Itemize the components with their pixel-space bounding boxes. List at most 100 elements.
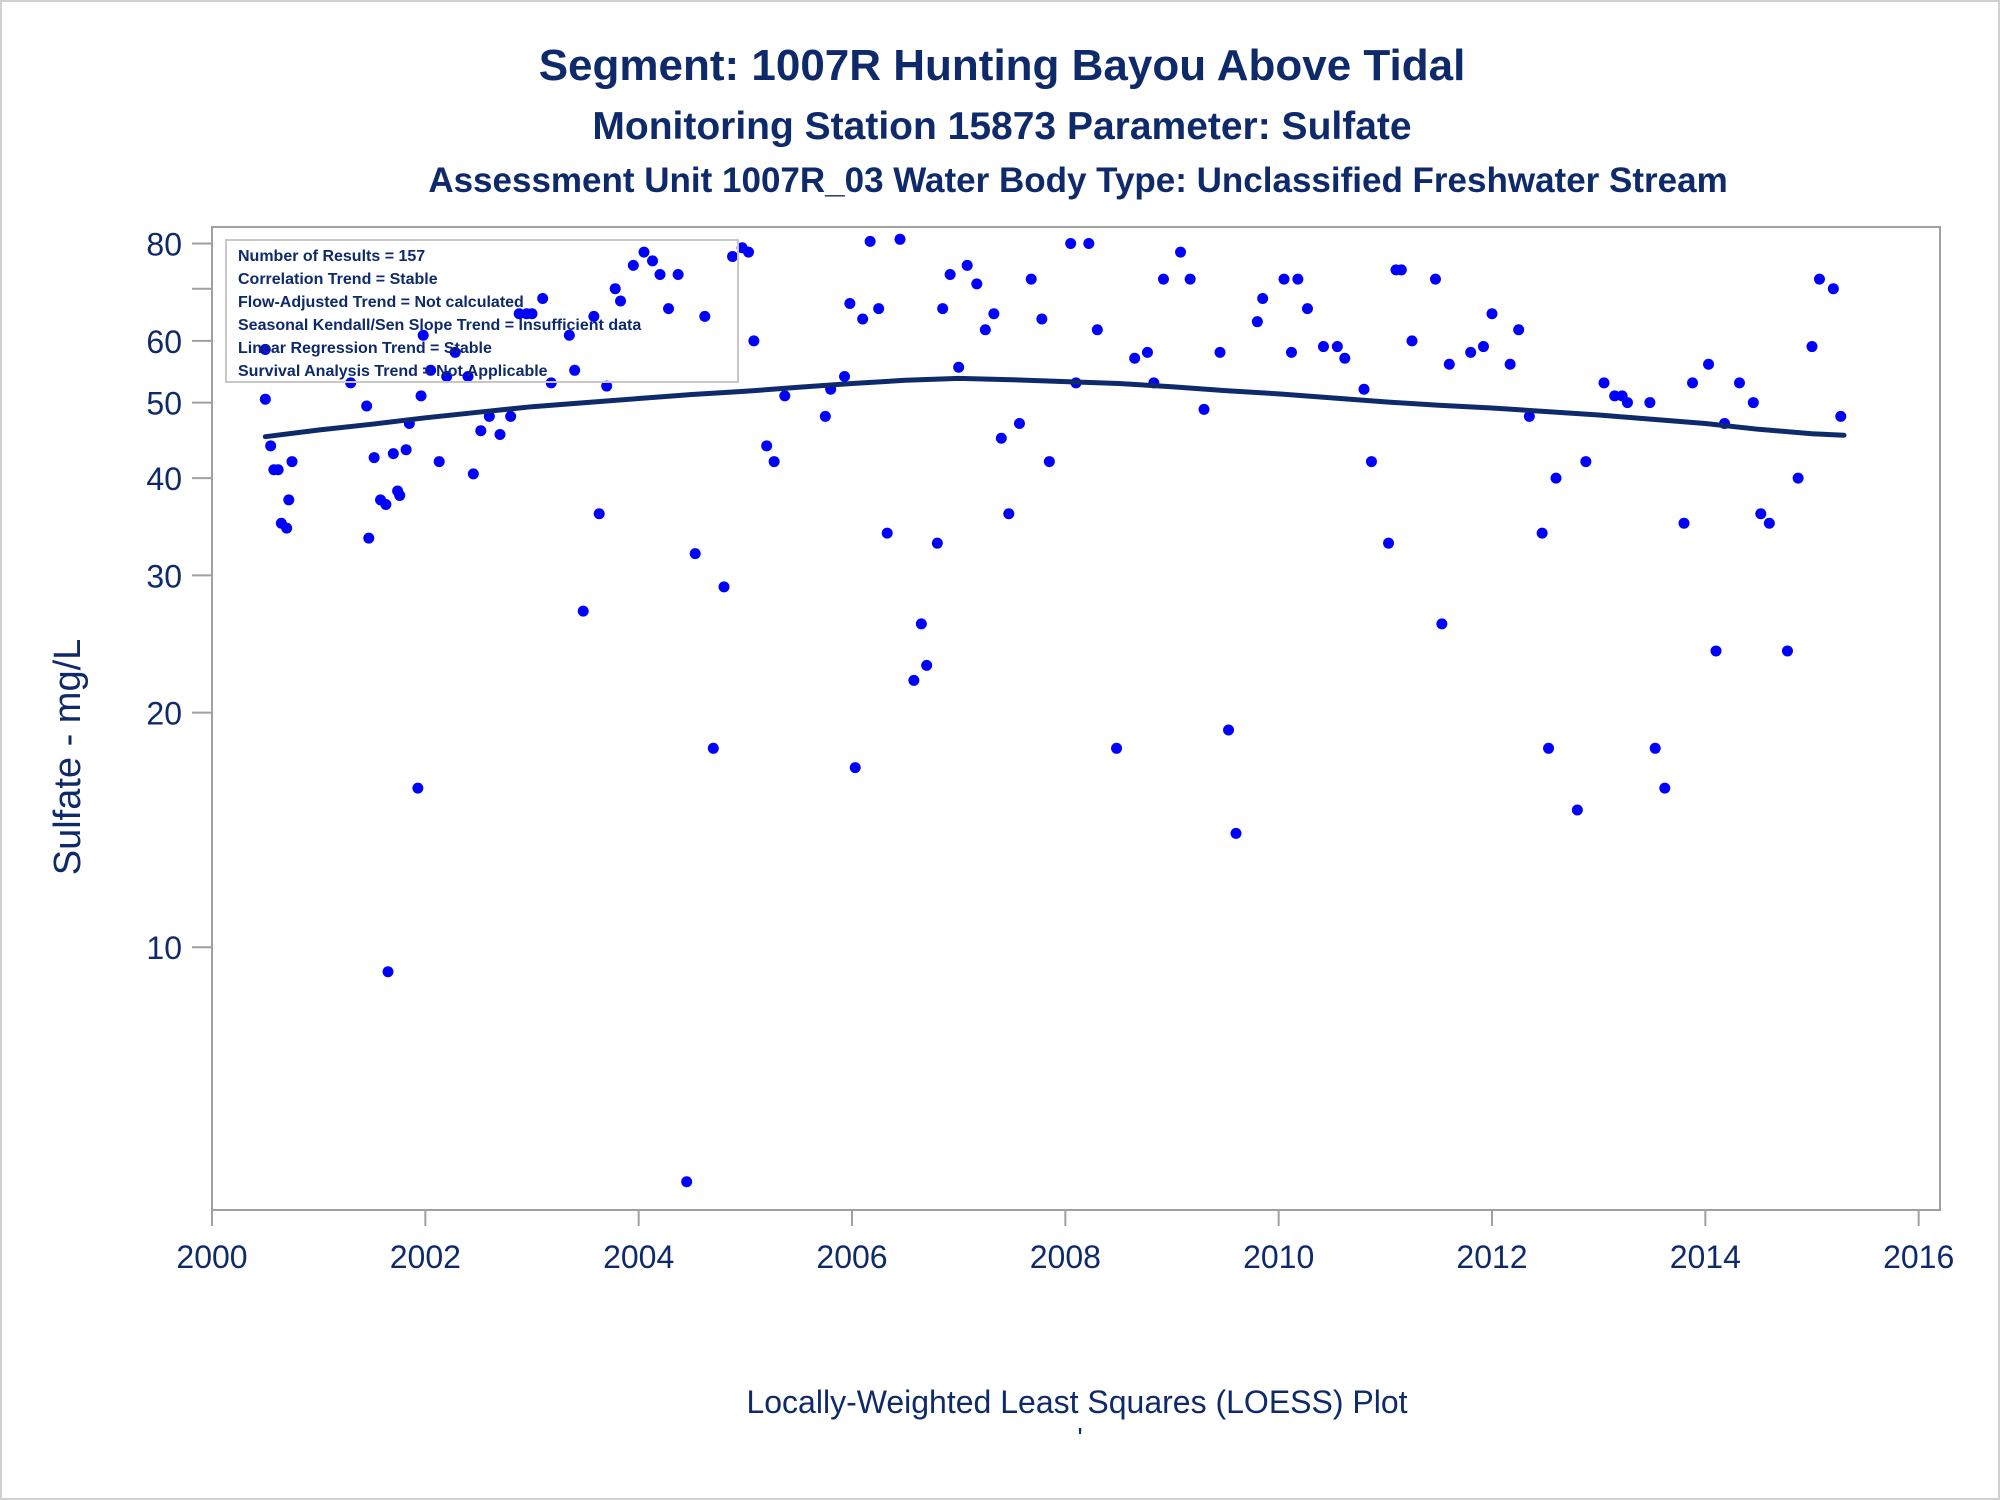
loess-layer: [262, 375, 1847, 440]
data-point: [1813, 273, 1825, 285]
data-point: [1486, 308, 1498, 320]
data-point: [672, 268, 684, 280]
legend-box: [225, 239, 739, 383]
data-point: [1111, 742, 1123, 754]
data-point: [265, 440, 277, 452]
footnote-mark: ': [1077, 1422, 1082, 1453]
data-point: [1504, 358, 1516, 370]
data-point: [1755, 508, 1767, 520]
data-point: [1781, 645, 1793, 657]
data-point: [819, 410, 831, 422]
data-point: [1443, 358, 1455, 370]
data-point: [394, 489, 406, 501]
data-point: [526, 308, 538, 320]
legend-entry: Survival Analysis Trend = Not Applicable: [238, 363, 548, 380]
legend-entry: Flow-Adjusted Trend = Not calculated: [238, 294, 524, 311]
data-point: [944, 268, 956, 280]
data-point: [368, 452, 380, 464]
x-tick-label: 2002: [390, 1239, 461, 1275]
data-point: [609, 283, 621, 295]
data-point: [1317, 341, 1329, 353]
data-point: [1358, 383, 1370, 395]
data-point: [1513, 324, 1525, 336]
data-point: [1331, 341, 1343, 353]
axis-layer: 10 20 30 40 50 60 80 2000 2002 2004 2006 2008 2010 20…: [146, 227, 1954, 1275]
data-point: [259, 343, 271, 355]
data-point: [844, 298, 856, 310]
y-tick-label: 50: [146, 386, 182, 422]
data-point: [1230, 827, 1242, 839]
data-point: [467, 468, 479, 480]
data-point: [415, 390, 427, 402]
data-point: [1198, 403, 1210, 415]
data-point: [995, 432, 1007, 444]
data-point: [1157, 273, 1169, 285]
data-point: [1383, 537, 1395, 549]
data-point: [425, 364, 437, 376]
data-point: [1025, 273, 1037, 285]
data-point: [971, 278, 983, 290]
data-point: [638, 246, 650, 258]
data-point: [1687, 377, 1699, 389]
data-point: [505, 410, 517, 422]
data-point: [1827, 283, 1839, 295]
plot-frame: [211, 226, 1941, 1211]
x-axis-label: Locally-Weighted Least Squares (LOESS) P…: [746, 1384, 1407, 1420]
data-point: [1550, 472, 1562, 484]
data-point: [743, 246, 755, 258]
data-point: [873, 303, 885, 315]
data-point: [748, 335, 760, 347]
data-point: [915, 618, 927, 630]
data-point: [1763, 517, 1775, 529]
data-point: [1175, 246, 1187, 258]
data-point: [857, 313, 869, 325]
data-point: [663, 303, 675, 315]
loess-line: [262, 375, 1847, 440]
data-point: [1003, 508, 1015, 520]
data-point: [921, 659, 933, 671]
data-point: [647, 255, 659, 267]
data-point: [361, 400, 373, 412]
data-point: [727, 250, 739, 262]
data-point: [1806, 341, 1818, 353]
x-tick-label: 2006: [816, 1239, 887, 1275]
data-point: [761, 440, 773, 452]
data-point: [1733, 377, 1745, 389]
data-point: [563, 329, 575, 341]
x-tick-label: 2012: [1456, 1239, 1527, 1275]
data-point: [1301, 303, 1313, 315]
data-point: [864, 235, 876, 247]
data-point: [593, 508, 605, 520]
data-point: [412, 782, 424, 794]
data-point: [689, 548, 701, 560]
data-point: [286, 456, 298, 468]
legend-entry: Linear Regression Trend = Stable: [238, 340, 492, 357]
chart-title: Segment: 1007R Hunting Bayou Above Tidal: [539, 41, 1466, 90]
data-point: [449, 346, 461, 358]
data-point: [1223, 724, 1235, 736]
data-point: [1792, 472, 1804, 484]
data-point: [1598, 377, 1610, 389]
data-point: [1278, 273, 1290, 285]
data-point: [363, 532, 375, 544]
data-point: [494, 428, 506, 440]
y-tick-label: 60: [146, 324, 182, 360]
data-point: [1571, 804, 1583, 816]
data-point: [588, 310, 600, 322]
data-point: [961, 259, 973, 271]
chart-subtitle-2: Assessment Unit 1007R_03 Water Body Type…: [428, 161, 1727, 200]
data-point: [601, 380, 613, 392]
legend-entry: Number of Results = 157: [238, 248, 425, 265]
data-point: [931, 537, 943, 549]
data-point: [462, 371, 474, 383]
data-point: [894, 233, 906, 245]
data-point: [1339, 352, 1351, 364]
data-point: [283, 494, 295, 506]
data-point: [1621, 397, 1633, 409]
data-point: [433, 456, 445, 468]
data-point: [681, 1176, 693, 1188]
data-point: [627, 259, 639, 271]
data-point: [1083, 238, 1095, 250]
data-point: [1649, 742, 1661, 754]
data-point: [979, 324, 991, 336]
